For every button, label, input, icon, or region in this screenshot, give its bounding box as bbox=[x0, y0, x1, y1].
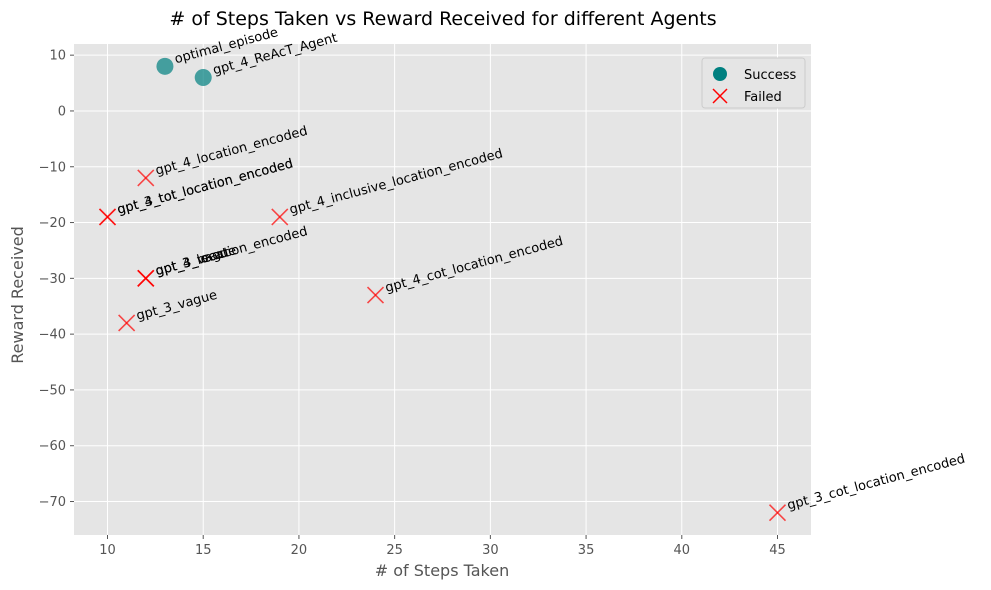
x-tick-label: 15 bbox=[195, 543, 212, 558]
y-tick-label: 0 bbox=[58, 104, 66, 119]
y-axis-label: Reward Received bbox=[8, 226, 27, 363]
plot-area bbox=[74, 44, 811, 535]
failed-point bbox=[366, 286, 385, 304]
failed-point bbox=[98, 208, 117, 226]
x-axis-label: # of Steps Taken bbox=[375, 561, 509, 580]
x-tick-label: 35 bbox=[578, 543, 595, 558]
x-tick-label: 30 bbox=[482, 543, 499, 558]
failed-point bbox=[137, 269, 155, 287]
success-point bbox=[194, 68, 212, 86]
legend-failed-label: Failed bbox=[744, 90, 782, 105]
success-point bbox=[156, 57, 174, 75]
x-tick-label: 40 bbox=[674, 543, 691, 558]
y-tick-label: 10 bbox=[49, 49, 66, 64]
y-tick-label: −50 bbox=[39, 383, 66, 398]
x-tick-label: 20 bbox=[291, 543, 308, 558]
data-points bbox=[98, 57, 787, 522]
legend: Success Failed bbox=[701, 57, 806, 109]
grid-lines bbox=[74, 44, 811, 535]
failed-point bbox=[271, 208, 289, 226]
legend-success-marker bbox=[713, 67, 727, 81]
y-tick-label: −40 bbox=[39, 328, 66, 343]
legend-box bbox=[701, 57, 806, 109]
x-tick-label: 25 bbox=[386, 543, 403, 558]
failed-point bbox=[118, 314, 136, 332]
y-tick-label: −20 bbox=[39, 216, 66, 231]
x-tick-label: 45 bbox=[769, 543, 786, 558]
chart-title: # of Steps Taken vs Reward Received for … bbox=[169, 8, 716, 30]
y-tick-label: −10 bbox=[39, 160, 66, 175]
y-tick-label: −60 bbox=[39, 439, 66, 454]
failed-point bbox=[768, 504, 787, 522]
legend-failed-marker bbox=[712, 88, 728, 104]
point-label: gpt_3_cot_location_encoded bbox=[786, 452, 967, 514]
axis-ticks: 10 15 20 25 30 35 40 45 10 0 −10 −20 −30 −40 −50 −60 −70 bbox=[39, 49, 786, 558]
y-tick-label: −70 bbox=[39, 495, 66, 510]
failed-point bbox=[137, 169, 155, 187]
legend-success-label: Success bbox=[744, 68, 797, 83]
x-tick-label: 10 bbox=[99, 543, 116, 558]
y-tick-label: −30 bbox=[39, 272, 66, 287]
